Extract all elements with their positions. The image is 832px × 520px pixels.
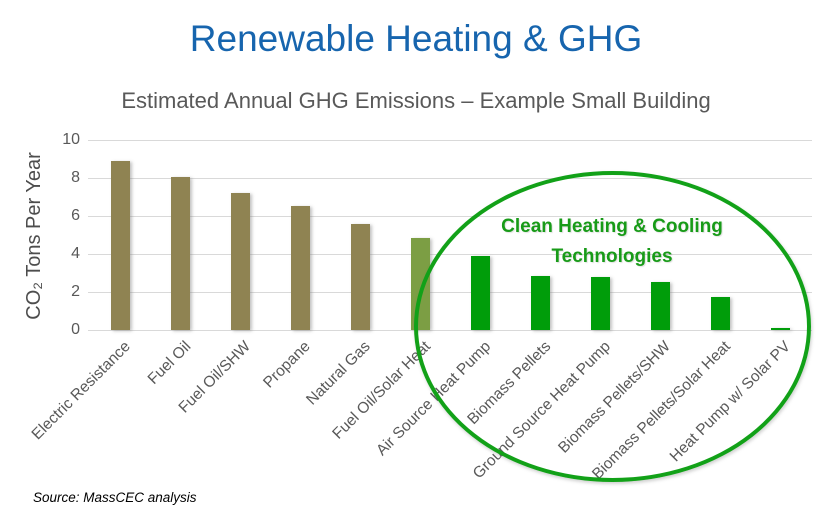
- slide-title: Renewable Heating & GHG: [189, 18, 643, 59]
- y-tick-label: 4: [71, 245, 80, 262]
- x-axis-label: Heat Pump w/ Solar PV: [666, 338, 795, 466]
- gridline-y6: [88, 216, 812, 217]
- bar-fuel-oil-shw: [230, 193, 250, 330]
- y-tick-label: 0: [71, 321, 80, 338]
- x-axis-label: Propane: [260, 338, 315, 392]
- gridline-y10: [88, 140, 812, 141]
- y-axis-title: CO₂ Tons Per Year: [23, 152, 45, 320]
- x-axis-label: Biomass Pellets/SHW: [555, 338, 675, 457]
- clean-tech-annotation: Clean Heating & Cooling Technologies: [422, 212, 802, 272]
- bar-ground-source-heat-pump: [590, 276, 610, 330]
- gridline-y0: [88, 330, 812, 331]
- gridline-y8: [88, 178, 812, 179]
- x-axis-label: Air Source Heat Pump: [372, 338, 495, 460]
- bar-air-source-heat-pump: [470, 255, 490, 330]
- bar-electric-resistance: [110, 160, 130, 330]
- annotation-line-2: Technologies: [551, 246, 673, 267]
- x-axis-label: Electric Resistance: [28, 338, 135, 444]
- bar-heat-pump-w-solar-pv: [770, 328, 790, 330]
- bar-biomass-pellets-shw: [650, 281, 670, 330]
- y-tick-label: 8: [71, 169, 80, 186]
- bar-biomass-pellets: [530, 275, 550, 330]
- source-note: Source: MassCEC analysis: [33, 490, 197, 505]
- chart-title: Estimated Annual GHG Emissions – Example…: [121, 88, 711, 113]
- annotation-line-1: Clean Heating & Cooling: [501, 216, 723, 237]
- y-tick-label: 2: [71, 283, 80, 300]
- bar-fuel-oil: [170, 177, 190, 330]
- y-tick-label: 10: [62, 131, 80, 148]
- bar-natural-gas: [350, 223, 370, 330]
- gridline-y4: [88, 254, 812, 255]
- x-axis-label: Fuel Oil: [144, 338, 195, 388]
- bar-biomass-pellets-solar-heat: [710, 296, 730, 330]
- bar-propane: [290, 205, 310, 330]
- gridline-y2: [88, 292, 812, 293]
- y-tick-label: 6: [71, 207, 80, 224]
